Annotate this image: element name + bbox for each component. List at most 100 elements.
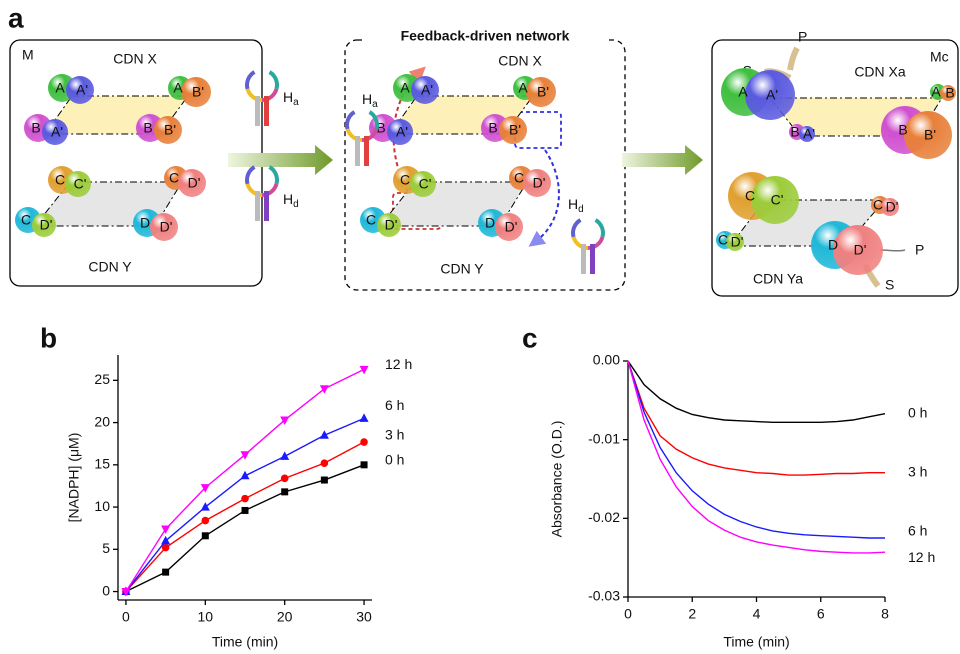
x-tick-label: 4: [753, 606, 761, 622]
x-tick-label: 8: [881, 606, 889, 622]
sphere-label: D: [485, 215, 495, 231]
sphere-label: B: [945, 85, 954, 101]
sphere-label: D': [40, 217, 53, 233]
marker: [241, 471, 250, 480]
hairpin-stem: [255, 191, 260, 221]
sphere-label: D': [505, 219, 518, 235]
sphere-label: B: [31, 120, 40, 136]
marker: [281, 475, 289, 483]
x-tick-label: 30: [356, 609, 372, 625]
cdn-label: CDN Ya: [753, 271, 803, 287]
substrate-label: S: [885, 277, 894, 293]
series-line: [126, 369, 364, 591]
series-line: [126, 465, 364, 592]
y-tick-label: 15: [94, 456, 110, 472]
sphere-label: C: [169, 170, 179, 186]
hairpin-subscript: d: [578, 204, 584, 215]
product-label: P: [915, 242, 924, 258]
sphere-label: A: [400, 80, 410, 96]
marker: [202, 517, 210, 525]
series-label: 0 h: [385, 452, 404, 468]
series-label: 0 h: [908, 404, 927, 420]
series-line: [628, 361, 885, 422]
sphere-label: D': [533, 175, 546, 191]
hairpin-stem: [264, 191, 269, 221]
x-tick-label: 0: [122, 609, 130, 625]
hairpin-name: H: [568, 196, 578, 212]
sphere-label: D': [160, 219, 173, 235]
series-label: 12 h: [385, 356, 412, 372]
marker: [360, 413, 369, 422]
hairpin-stem: [255, 96, 260, 126]
sphere-label: B': [192, 84, 204, 100]
marker: [280, 451, 289, 460]
panel-label: c: [522, 322, 538, 353]
marker: [360, 366, 369, 375]
y-axis-label: [NADPH] (μM): [66, 433, 82, 523]
sphere-label: D': [731, 234, 744, 250]
figure: a M CDN X CDN Y Feedback-driven network …: [0, 0, 960, 654]
sphere-label: C': [771, 192, 784, 208]
marker: [201, 502, 210, 511]
box-label: Mc: [930, 49, 949, 65]
y-tick-label: -0.03: [588, 588, 620, 604]
sphere-label: A': [51, 124, 63, 140]
x-tick-label: 0: [624, 606, 632, 622]
hairpin-stem: [590, 244, 595, 274]
sphere-label: A: [518, 80, 528, 96]
network-title: Feedback-driven network: [401, 28, 570, 44]
panel-label: b: [40, 322, 57, 353]
box-label: M: [22, 47, 34, 63]
page: {"panel_a": { "label": "a", "initial": {…: [0, 0, 960, 654]
sphere-label: C: [718, 232, 728, 248]
sphere-label: B': [924, 127, 936, 143]
hairpin-label: Hd: [568, 196, 584, 215]
hairpin-name: H: [283, 89, 293, 105]
y-tick-label: 25: [94, 371, 110, 387]
cdn-label: CDN X: [498, 53, 542, 69]
hairpin-subscript: d: [293, 199, 299, 210]
hairpin-subscript: a: [372, 99, 378, 110]
sphere-label: A: [55, 80, 65, 96]
x-axis-label: Time (min): [212, 634, 278, 650]
sphere-label: C: [873, 197, 883, 213]
marker: [161, 536, 170, 545]
box-initial: [10, 40, 262, 286]
hairpin-loop: [347, 112, 355, 129]
x-tick-label: 2: [688, 606, 696, 622]
sphere-label: A: [738, 84, 748, 100]
sphere-label: A': [803, 126, 815, 142]
panel-label: a: [8, 2, 24, 33]
process-arrow: [228, 145, 333, 175]
marker: [320, 385, 329, 394]
sphere-label: B': [164, 122, 176, 138]
sphere-label: A': [76, 82, 88, 98]
sphere-label: C: [366, 212, 376, 228]
product-label: P: [798, 29, 807, 45]
series-label: 6 h: [385, 397, 404, 413]
sphere-label: B': [509, 122, 521, 138]
cdn-label: CDN Y: [440, 261, 484, 277]
hairpin-loop: [270, 167, 278, 184]
y-tick-label: -0.01: [588, 430, 620, 446]
process-arrow: [622, 145, 703, 175]
y-tick-label: 0.00: [593, 352, 620, 368]
series-line: [628, 361, 885, 538]
cdn-label: CDN Y: [88, 259, 132, 275]
y-tick-label: 10: [94, 498, 110, 514]
sphere-label: D': [385, 217, 398, 233]
series-label: 6 h: [908, 523, 927, 539]
cdn-label: CDN X: [113, 51, 157, 67]
sphere-label: C': [74, 176, 87, 192]
x-tick-label: 20: [277, 609, 293, 625]
series-label: 12 h: [908, 549, 935, 565]
hairpin-name: H: [362, 91, 372, 107]
product-arrow: [880, 250, 905, 251]
hairpin-label: Ha: [362, 91, 378, 110]
series-label: 3 h: [908, 463, 927, 479]
sphere-label: D: [828, 237, 838, 253]
sphere-label: C: [745, 188, 755, 204]
sphere-label: B: [898, 122, 907, 138]
sphere-label: A': [421, 82, 433, 98]
sphere-label: A': [396, 124, 408, 140]
